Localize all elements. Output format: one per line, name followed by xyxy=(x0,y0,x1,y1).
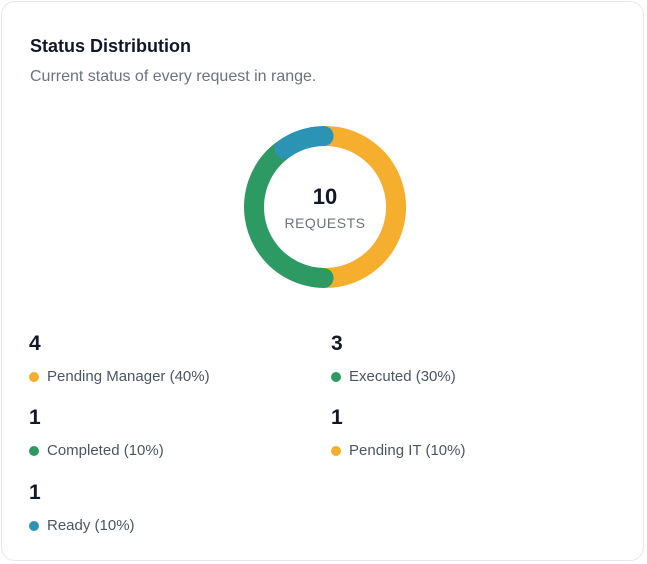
legend-count: 1 xyxy=(29,481,41,504)
legend-dot xyxy=(331,372,341,382)
legend-item-completed: 1 Completed (10%) xyxy=(29,406,164,460)
legend-label: Completed (10%) xyxy=(47,442,164,459)
slice-ready xyxy=(274,126,334,159)
slice-pending-manager xyxy=(316,126,406,274)
card-subtitle: Current status of every request in range… xyxy=(30,68,317,85)
legend-count: 1 xyxy=(29,406,41,429)
card-title: Status Distribution xyxy=(30,36,191,56)
donut-center-value: 10 xyxy=(312,184,338,209)
legend-dot xyxy=(29,446,39,456)
legend-item-pending-manager: 4 Pending Manager (40%) xyxy=(29,332,210,386)
legend-count: 1 xyxy=(331,406,343,429)
legend-label: Pending IT (10%) xyxy=(349,442,466,459)
legend-item-executed: 3 Executed (30%) xyxy=(331,332,456,386)
legend-item-pending-it: 1 Pending IT (10%) xyxy=(331,406,465,460)
donut-chart: 10 REQUESTS xyxy=(235,117,415,297)
legend-label: Ready (10%) xyxy=(47,517,135,534)
legend-count: 3 xyxy=(331,332,343,355)
legend-count: 4 xyxy=(29,332,41,355)
legend-item-ready: 1 Ready (10%) xyxy=(29,481,135,535)
donut-center-label: REQUESTS xyxy=(284,215,366,231)
legend-label: Pending Manager (40%) xyxy=(47,368,210,385)
legend-dot xyxy=(29,521,39,531)
legend-dot xyxy=(331,446,341,456)
slice-executed xyxy=(244,176,334,288)
legend-label: Executed (30%) xyxy=(349,368,456,385)
legend-dot xyxy=(29,372,39,382)
donut-svg xyxy=(244,126,406,288)
